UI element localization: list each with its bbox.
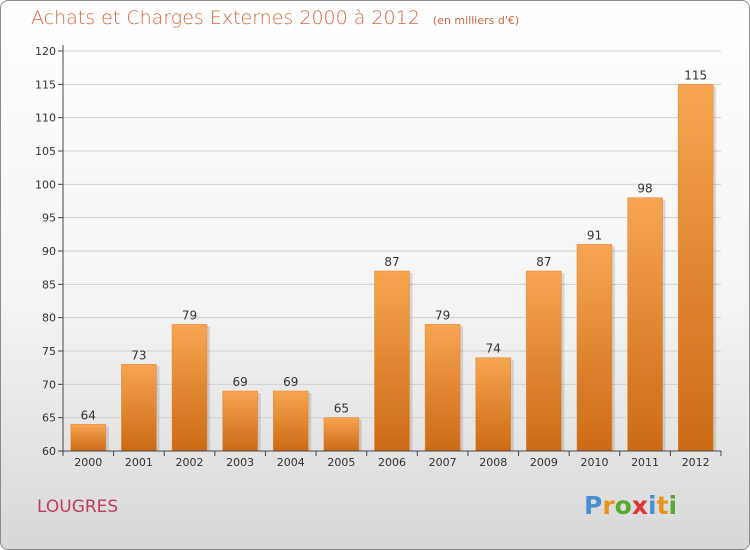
x-tick-label-2002: 2002: [176, 456, 204, 469]
y-tick-label: 115: [35, 78, 56, 91]
bars: [70, 84, 717, 452]
y-tick-label: 65: [42, 412, 56, 425]
proxiti-logo: Proxiti: [584, 491, 677, 520]
y-tick-label: 90: [42, 245, 56, 258]
bar-2000: [70, 424, 107, 452]
x-tick-label-2011: 2011: [631, 456, 659, 469]
data-label-2002: 79: [182, 308, 197, 322]
x-tick-label-2012: 2012: [682, 456, 710, 469]
bar-2001: [121, 364, 157, 452]
data-label-2008: 74: [486, 342, 501, 356]
data-label-2012: 115: [684, 68, 707, 82]
y-tick-label: 70: [42, 378, 56, 391]
data-label-2011: 98: [637, 182, 652, 196]
y-tick-label: 105: [35, 145, 56, 158]
logo-letter: i: [648, 491, 657, 520]
y-tick-label: 60: [42, 445, 56, 458]
y-tick-label: 120: [35, 45, 56, 58]
chart-subtitle: (en milliers d'€): [432, 14, 520, 27]
bar-2004: [273, 390, 309, 452]
x-tick-label-2000: 2000: [74, 456, 102, 469]
y-tick-label: 95: [42, 212, 56, 225]
data-label-2004: 69: [283, 375, 298, 389]
x-tick-label-2001: 2001: [125, 456, 153, 469]
x-tick-label-2010: 2010: [580, 456, 608, 469]
axes: [58, 45, 722, 456]
labels: 60 65 70 75 80 85 90 95 100 105 110 115 120 64 2000 73 2…: [35, 45, 710, 469]
bar-2003: [222, 390, 258, 452]
data-label-2007: 79: [435, 308, 450, 322]
commune-name: LOUGRES: [37, 497, 119, 517]
data-label-2005: 65: [334, 402, 349, 416]
bar-2011: [627, 197, 663, 452]
x-tick-label-2009: 2009: [530, 456, 558, 469]
y-tick-label: 80: [42, 312, 56, 325]
data-label-2000: 64: [81, 408, 96, 422]
data-label-2009: 87: [536, 255, 551, 269]
chart-title: Achats et Charges Externes 2000 à 2012: [31, 7, 420, 29]
logo-letter: o: [614, 491, 632, 520]
x-tick-label-2007: 2007: [429, 456, 457, 469]
bar-2002: [171, 324, 208, 452]
bar-2009: [526, 270, 562, 452]
x-tick-label-2006: 2006: [378, 456, 406, 469]
bar-2008: [475, 357, 511, 452]
y-tick-label: 85: [42, 278, 56, 291]
data-label-2001: 73: [131, 348, 146, 362]
logo-letter: x: [631, 491, 648, 520]
bar-2006: [374, 270, 410, 452]
y-tick-label: 100: [35, 178, 56, 191]
bar-2012: [677, 84, 714, 452]
data-label-2006: 87: [384, 255, 399, 269]
bar-2005: [323, 417, 360, 452]
data-label-2003: 69: [233, 375, 248, 389]
logo-letter: P: [584, 491, 603, 520]
chart-title-block: Achats et Charges Externes 2000 à 2012 (…: [31, 7, 519, 29]
y-tick-label: 75: [42, 345, 56, 358]
x-tick-label-2005: 2005: [327, 456, 355, 469]
x-tick-label-2004: 2004: [277, 456, 305, 469]
y-tick-label: 110: [35, 112, 56, 125]
logo-letter: i: [668, 491, 678, 520]
logo-letter: t: [656, 491, 669, 520]
bar-2007: [424, 324, 461, 452]
x-tick-label-2008: 2008: [479, 456, 507, 469]
x-tick-label-2003: 2003: [226, 456, 254, 469]
data-label-2010: 91: [587, 228, 602, 242]
bar-2010: [576, 244, 613, 452]
logo-letter: r: [602, 491, 615, 520]
